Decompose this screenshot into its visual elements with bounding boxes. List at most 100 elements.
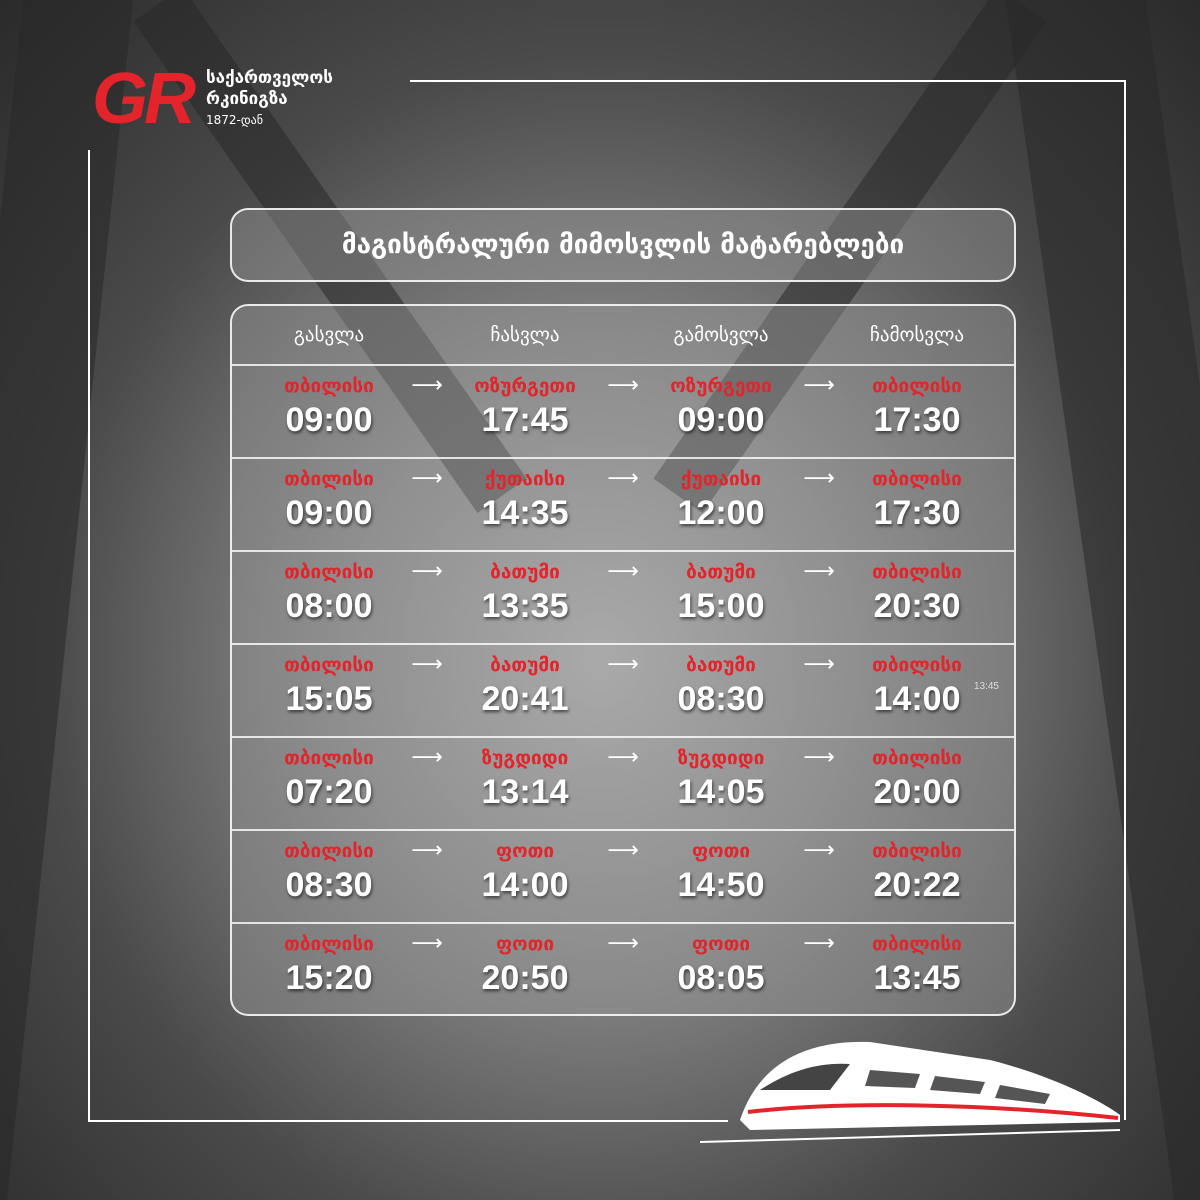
time: 20:30 [873, 587, 961, 625]
time: 13:45 [873, 959, 961, 997]
time: 15:00 [677, 587, 765, 625]
station-name: თბილისი [284, 840, 374, 862]
time: 08:30 [285, 866, 373, 904]
cell-departure: თბილისი 09:00 [247, 372, 411, 440]
frame-line [88, 150, 90, 1120]
time: 20:22 [873, 866, 961, 904]
time: 14:00 [481, 866, 569, 904]
logo-name-line1: საქართველოს [206, 68, 333, 88]
arrow-right-icon: ⟶ [607, 559, 639, 584]
cell-return-departure: ბათუმი 08:30 [639, 651, 803, 719]
station-name: ზუგდიდი [677, 747, 765, 769]
time: 20:00 [873, 773, 961, 811]
time-note: 13:45 [973, 681, 999, 692]
cell-departure: თბილისი 15:05 [247, 651, 411, 719]
cell-return-arrival: თბილისი 14:00 13:45 [835, 651, 999, 719]
frame-line [410, 80, 1126, 82]
arrow-right-icon: ⟶ [411, 931, 443, 956]
arrow-right-icon: ⟶ [607, 466, 639, 491]
time: 17:30 [873, 401, 961, 439]
table-row: თბილისი 15:20 ⟶ ფოთი 20:50 ⟶ ფოთი 08:05 … [232, 924, 1014, 1014]
arrow-right-icon: ⟶ [803, 652, 835, 677]
arrow-right-icon: ⟶ [803, 466, 835, 491]
station-name: ფოთი [691, 840, 751, 862]
arrow-right-icon: ⟶ [411, 373, 443, 398]
table-row: თბილისი 08:00 ⟶ ბათუმი 13:35 ⟶ ბათუმი 15… [232, 552, 1014, 645]
time: 14:05 [677, 773, 765, 811]
cell-return-departure: ზუგდიდი 14:05 [639, 744, 803, 812]
cell-return-arrival: თბილისი 17:30 [835, 465, 999, 533]
time: 14:00 [873, 680, 961, 718]
frame-line [1124, 80, 1126, 1120]
cell-departure: თბილისი 15:20 [247, 930, 411, 998]
cell-arrival: ქუთაისი 14:35 [443, 465, 607, 533]
time: 07:20 [285, 773, 373, 811]
station-name: თბილისი [872, 933, 962, 955]
cell-arrival: ბათუმი 13:35 [443, 558, 607, 626]
table-row: თბილისი 09:00 ⟶ ოზურგეთი 17:45 ⟶ ოზურგეთ… [232, 366, 1014, 459]
bridge-beam [0, 0, 134, 1200]
time: 20:41 [481, 680, 569, 718]
station-name: თბილისი [284, 468, 374, 490]
header-departure: გასვლა [293, 324, 365, 346]
station-name: თბილისი [872, 468, 962, 490]
station-name: ოზურგეთი [670, 375, 772, 397]
arrow-right-icon: ⟶ [411, 838, 443, 863]
arrow-right-icon: ⟶ [411, 745, 443, 770]
cell-departure: თბილისი 09:00 [247, 465, 411, 533]
time: 14:50 [677, 866, 765, 904]
time: 15:05 [285, 680, 373, 718]
time: 09:00 [285, 401, 373, 439]
cell-return-arrival: თბილისი 17:30 [835, 372, 999, 440]
cell-return-arrival: თბილისი 20:22 [835, 837, 999, 905]
table-row: თბილისი 09:00 ⟶ ქუთაისი 14:35 ⟶ ქუთაისი … [232, 459, 1014, 552]
arrow-right-icon: ⟶ [607, 931, 639, 956]
cell-departure: თბილისი 08:00 [247, 558, 411, 626]
cell-arrival: ფოთი 14:00 [443, 837, 607, 905]
station-name: ბათუმი [686, 654, 756, 676]
time: 20:50 [481, 959, 569, 997]
time: 13:35 [481, 587, 569, 625]
table-header: გასვლა ჩასვლა გამოსვლა ჩამოსვლა [232, 306, 1014, 366]
cell-return-departure: ქუთაისი 12:00 [639, 465, 803, 533]
logo: GR საქართველოს რკინიგზა 1872-დან [92, 63, 333, 135]
table-row: თბილისი 07:20 ⟶ ზუგდიდი 13:14 ⟶ ზუგდიდი … [232, 738, 1014, 831]
time: 09:00 [677, 401, 765, 439]
station-name: თბილისი [284, 654, 374, 676]
station-name: ოზურგეთი [474, 375, 576, 397]
time: 08:05 [677, 959, 765, 997]
station-name: თბილისი [284, 375, 374, 397]
arrow-right-icon: ⟶ [607, 838, 639, 863]
station-name: თბილისი [284, 933, 374, 955]
arrow-right-icon: ⟶ [803, 838, 835, 863]
station-name: თბილისი [872, 561, 962, 583]
frame-line [88, 1120, 728, 1122]
cell-return-arrival: თბილისი 20:00 [835, 744, 999, 812]
arrow-right-icon: ⟶ [607, 373, 639, 398]
time: 17:30 [873, 494, 961, 532]
time: 13:14 [481, 773, 569, 811]
time: 08:30 [677, 680, 765, 718]
arrow-right-icon: ⟶ [803, 373, 835, 398]
station-name: ფოთი [495, 840, 555, 862]
bridge-beam [1005, 0, 1200, 1200]
arrow-right-icon: ⟶ [411, 559, 443, 584]
station-name: ფოთი [691, 933, 751, 955]
station-name: თბილისი [872, 375, 962, 397]
cell-return-departure: ფოთი 14:50 [639, 837, 803, 905]
arrow-right-icon: ⟶ [607, 745, 639, 770]
arrow-right-icon: ⟶ [803, 559, 835, 584]
logo-since: 1872-დან [206, 113, 264, 127]
cell-return-departure: ბათუმი 15:00 [639, 558, 803, 626]
cell-arrival: ბათუმი 20:41 [443, 651, 607, 719]
arrow-right-icon: ⟶ [411, 466, 443, 491]
cell-arrival: ოზურგეთი 17:45 [443, 372, 607, 440]
time: 08:00 [285, 587, 373, 625]
time: 15:20 [285, 959, 373, 997]
station-name: ფოთი [495, 933, 555, 955]
cell-return-arrival: თბილისი 20:30 [835, 558, 999, 626]
time: 09:00 [285, 494, 373, 532]
arrow-right-icon: ⟶ [803, 745, 835, 770]
station-name: თბილისი [872, 654, 962, 676]
cell-return-arrival: თბილისი 13:45 [835, 930, 999, 998]
